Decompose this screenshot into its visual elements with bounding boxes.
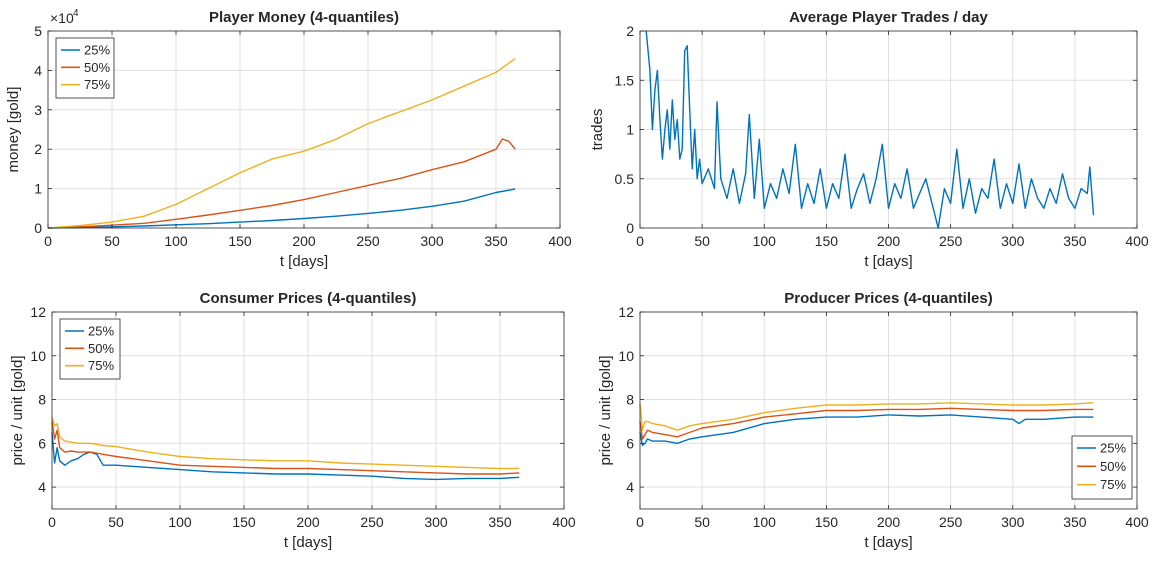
series-line-25pct — [51, 432, 520, 481]
y-tick-label: 10 — [618, 348, 634, 364]
legend-box — [1071, 435, 1133, 500]
x-tick-label: 100 — [164, 233, 188, 249]
legend-label: 25% — [88, 324, 114, 339]
x-tick-label: 250 — [939, 233, 963, 249]
y-tick-label: 10 — [30, 348, 46, 364]
x-tick-label: 100 — [753, 233, 777, 249]
x-tick-label: 50 — [108, 514, 124, 530]
x-tick-label: 350 — [484, 233, 508, 249]
x-axis-label: t [days] — [864, 253, 912, 270]
chart-title: Producer Prices (4-quantiles) — [784, 290, 992, 307]
chart-title: Consumer Prices (4-quantiles) — [200, 290, 417, 307]
legend-label: 25% — [1100, 441, 1126, 456]
y-tick-label: 8 — [626, 392, 634, 408]
chart-producer: 0 50 100 150 200 250 300 350 400 4 6 8 10 12 Producer … — [597, 290, 1149, 551]
x-tick-label: 300 — [420, 233, 444, 249]
chart-title: Average Player Trades / day — [789, 9, 988, 26]
y-axis-label: money [gold] — [5, 87, 22, 173]
x-tick-label: 150 — [815, 233, 839, 249]
x-tick-label: 0 — [44, 233, 52, 249]
x-tick-label: 150 — [815, 514, 839, 530]
x-tick-label: 200 — [292, 233, 316, 249]
x-tick-label: 200 — [296, 514, 320, 530]
series-line-75pct — [51, 416, 520, 470]
legend-label: 75% — [84, 77, 110, 92]
y-tick-label: 4 — [38, 479, 46, 495]
x-tick-label: 250 — [356, 233, 380, 249]
x-tick-label: 350 — [1063, 514, 1087, 530]
y-tick-label: 4 — [626, 479, 634, 495]
x-tick-label: 0 — [48, 514, 56, 530]
x-tick-label: 250 — [360, 514, 384, 530]
x-tick-label: 400 — [552, 514, 576, 530]
x-tick-label: 50 — [104, 233, 120, 249]
x-tick-label: 50 — [694, 233, 710, 249]
y-tick-label: 5 — [34, 23, 42, 39]
y-tick-label: 6 — [38, 435, 46, 451]
x-tick-label: 300 — [1001, 514, 1025, 530]
legend: 25% 50% 75% — [55, 37, 115, 99]
series-line-75pct — [639, 402, 1094, 431]
legend: 25% 50% 75% — [1071, 435, 1133, 500]
legend-label: 75% — [88, 358, 114, 373]
x-tick-label: 400 — [1125, 233, 1149, 249]
x-tick-label: 150 — [228, 233, 252, 249]
legend-label: 75% — [1100, 477, 1126, 492]
legend-label: 25% — [84, 43, 110, 58]
x-tick-label: 400 — [1125, 514, 1149, 530]
x-tick-label: 100 — [168, 514, 192, 530]
x-tick-label: 350 — [1063, 233, 1087, 249]
x-tick-label: 50 — [694, 514, 710, 530]
y-tick-label: 8 — [38, 392, 46, 408]
legend-label: 50% — [1100, 459, 1126, 474]
series-line-50pct — [47, 138, 516, 229]
y-tick-label: 2 — [34, 141, 42, 157]
x-tick-label: 350 — [488, 514, 512, 530]
y-tick-label: 1 — [626, 122, 634, 138]
y-tick-label: 1.5 — [615, 72, 635, 88]
x-tick-label: 400 — [548, 233, 572, 249]
y-tick-label: 0 — [34, 220, 42, 236]
x-tick-label: 0 — [636, 233, 644, 249]
y-exponent-power: 4 — [73, 8, 79, 19]
x-tick-label: 100 — [753, 514, 777, 530]
y-tick-label: 4 — [34, 62, 42, 78]
legend-label: 50% — [84, 60, 110, 75]
x-tick-label: 250 — [939, 514, 963, 530]
y-tick-label: 0 — [626, 220, 634, 236]
series-line-50pct — [51, 421, 520, 475]
x-tick-label: 300 — [424, 514, 448, 530]
legend-label: 50% — [88, 341, 114, 356]
series-line-75pct — [47, 58, 516, 229]
legend: 25% 50% 75% — [59, 318, 121, 380]
x-axis-label: t [days] — [280, 253, 328, 270]
y-tick-label: 6 — [626, 435, 634, 451]
y-axis-label: price / unit [gold] — [597, 355, 614, 465]
chart-title: Player Money (4-quantiles) — [209, 9, 399, 26]
y-exponent-label: ×10 — [50, 10, 74, 26]
y-tick-label: 2 — [626, 23, 634, 39]
y-tick-label: 0.5 — [615, 171, 635, 187]
x-tick-label: 0 — [636, 514, 644, 530]
series-line-25pct — [47, 188, 516, 229]
series-line-50pct — [639, 407, 1094, 440]
y-axis-label: price / unit [gold] — [9, 355, 26, 465]
y-tick-label: 1 — [34, 181, 42, 197]
chart-trades: 0 50 100 150 200 250 300 350 400 0 0.5 1 1.5 2 Average… — [589, 9, 1149, 270]
x-axis-label: t [days] — [284, 534, 332, 551]
y-tick-label: 12 — [30, 304, 46, 320]
y-tick-label: 12 — [618, 304, 634, 320]
chart-consumer: 0 50 100 150 200 250 300 350 400 4 6 8 10 12 Consumer … — [9, 290, 576, 551]
series-line-trades — [645, 30, 1095, 229]
x-tick-label: 200 — [877, 233, 901, 249]
x-axis-label: t [days] — [864, 534, 912, 551]
x-tick-label: 200 — [877, 514, 901, 530]
x-tick-label: 300 — [1001, 233, 1025, 249]
y-tick-label: 3 — [34, 102, 42, 118]
y-axis-label: trades — [589, 109, 606, 151]
series-line-25pct — [639, 414, 1094, 447]
x-tick-label: 150 — [232, 514, 256, 530]
